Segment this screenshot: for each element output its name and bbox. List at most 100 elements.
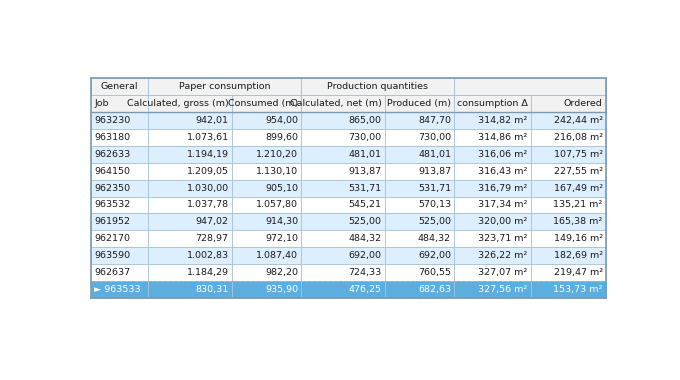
Text: 682,63: 682,63 (418, 285, 451, 294)
Text: 531,71: 531,71 (418, 184, 451, 193)
Text: 961952: 961952 (95, 217, 131, 226)
Bar (148, 146, 232, 163)
Bar (454, 95, 530, 112)
Text: 905,10: 905,10 (265, 184, 298, 193)
Text: Job: Job (95, 99, 109, 108)
Bar (301, 146, 385, 163)
Bar (454, 146, 530, 163)
Text: 1.073,61: 1.073,61 (186, 133, 228, 142)
Bar (385, 196, 454, 214)
Text: 531,71: 531,71 (348, 184, 381, 193)
Bar (148, 180, 232, 196)
Text: 1.130,10: 1.130,10 (256, 166, 298, 176)
Text: 323,71 m²: 323,71 m² (478, 234, 528, 243)
Bar (232, 230, 301, 247)
Text: 135,21 m²: 135,21 m² (554, 201, 602, 209)
Text: 314,86 m²: 314,86 m² (478, 133, 528, 142)
Text: 913,87: 913,87 (348, 166, 381, 176)
Text: 1.210,20: 1.210,20 (256, 150, 298, 159)
Bar (232, 180, 301, 196)
Text: 963230: 963230 (95, 116, 131, 125)
Text: 963590: 963590 (95, 251, 131, 260)
Text: 1.194,19: 1.194,19 (186, 150, 228, 159)
Bar (454, 230, 530, 247)
Bar (385, 95, 454, 112)
Text: Consumed (m): Consumed (m) (228, 99, 298, 108)
Bar (530, 112, 606, 129)
Text: 899,60: 899,60 (265, 133, 298, 142)
Bar (301, 264, 385, 281)
Text: 525,00: 525,00 (418, 217, 451, 226)
Bar (385, 129, 454, 146)
Bar (301, 281, 385, 298)
Text: 327,07 m²: 327,07 m² (478, 268, 528, 277)
Bar (454, 281, 530, 298)
Text: 216,08 m²: 216,08 m² (554, 133, 602, 142)
Bar (232, 196, 301, 214)
Bar (91, 78, 148, 95)
Text: 954,00: 954,00 (265, 116, 298, 125)
Text: 914,30: 914,30 (265, 217, 298, 226)
Bar (91, 112, 148, 129)
Bar (530, 230, 606, 247)
Bar (301, 247, 385, 264)
Text: 545,21: 545,21 (349, 201, 381, 209)
Bar (454, 78, 606, 95)
Bar (91, 180, 148, 196)
Bar (385, 180, 454, 196)
Text: 1.030,00: 1.030,00 (186, 184, 228, 193)
Text: 728,97: 728,97 (196, 234, 228, 243)
Bar (148, 230, 232, 247)
Text: 962350: 962350 (95, 184, 131, 193)
Bar (148, 112, 232, 129)
Bar (148, 129, 232, 146)
Bar (91, 95, 148, 112)
Bar (385, 247, 454, 264)
Text: 730,00: 730,00 (418, 133, 451, 142)
Bar (301, 180, 385, 196)
Text: 942,01: 942,01 (196, 116, 228, 125)
Bar (530, 196, 606, 214)
Text: 760,55: 760,55 (418, 268, 451, 277)
Text: 165,38 m²: 165,38 m² (554, 217, 602, 226)
Bar (91, 196, 148, 214)
Text: 982,20: 982,20 (265, 268, 298, 277)
Bar (385, 146, 454, 163)
Text: ► 963533: ► 963533 (95, 285, 141, 294)
Bar (530, 214, 606, 230)
Text: 316,06 m²: 316,06 m² (478, 150, 528, 159)
Bar (454, 180, 530, 196)
Bar (232, 95, 301, 112)
Bar (148, 214, 232, 230)
Text: Produced (m): Produced (m) (387, 99, 451, 108)
Bar (148, 281, 232, 298)
Bar (91, 214, 148, 230)
Text: 327,56 m²: 327,56 m² (478, 285, 528, 294)
Bar (301, 95, 385, 112)
Bar (530, 247, 606, 264)
Text: 107,75 m²: 107,75 m² (554, 150, 602, 159)
Text: 484,32: 484,32 (418, 234, 451, 243)
Bar (454, 264, 530, 281)
Bar (385, 281, 454, 298)
Text: 317,34 m²: 317,34 m² (478, 201, 528, 209)
Bar (301, 112, 385, 129)
Text: 963180: 963180 (95, 133, 131, 142)
Text: 865,00: 865,00 (349, 116, 381, 125)
Bar (530, 95, 606, 112)
Text: 484,32: 484,32 (348, 234, 381, 243)
Bar (91, 281, 148, 298)
Bar (301, 196, 385, 214)
Text: 320,00 m²: 320,00 m² (478, 217, 528, 226)
Bar (385, 112, 454, 129)
Text: 913,87: 913,87 (418, 166, 451, 176)
Bar (91, 146, 148, 163)
Bar (385, 264, 454, 281)
Bar (91, 163, 148, 180)
Text: 316,79 m²: 316,79 m² (478, 184, 528, 193)
Bar (454, 163, 530, 180)
Text: 1.184,29: 1.184,29 (186, 268, 228, 277)
Bar (301, 230, 385, 247)
Text: 167,49 m²: 167,49 m² (554, 184, 602, 193)
Text: 962633: 962633 (95, 150, 131, 159)
